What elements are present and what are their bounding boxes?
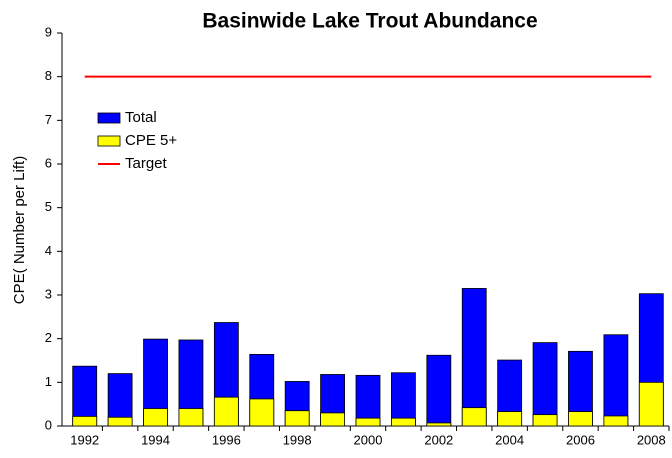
bar (213, 396, 239, 427)
bar (497, 411, 523, 427)
bar (426, 354, 452, 427)
y-tick-label: 5 (45, 199, 52, 214)
legend-label: CPE 5+ (125, 132, 177, 149)
bar (249, 398, 275, 427)
bar (72, 415, 98, 427)
bar (143, 408, 168, 427)
bar (355, 417, 381, 427)
bar (391, 417, 416, 427)
y-tick-label: 7 (45, 112, 52, 127)
y-tick-label: 1 (45, 374, 52, 389)
x-tick-label: 1996 (212, 432, 241, 447)
y-tick-label: 3 (45, 286, 52, 301)
x-tick-label: 1998 (283, 432, 312, 447)
y-tick-label: 9 (45, 24, 52, 39)
x-tick-label: 1994 (141, 432, 170, 447)
y-tick-label: 4 (45, 243, 52, 258)
bar (391, 372, 416, 427)
bar (355, 374, 381, 427)
x-tick-label: 2000 (354, 432, 383, 447)
bar (178, 408, 204, 427)
bar (284, 410, 310, 427)
bar (461, 407, 487, 427)
y-tick-label: 6 (45, 155, 52, 170)
bar (568, 411, 593, 427)
x-tick-label: 2004 (495, 432, 524, 447)
x-tick-label: 2002 (424, 432, 453, 447)
chart-title: Basinwide Lake Trout Abundance (202, 10, 537, 33)
bar (532, 342, 558, 427)
legend-swatch (97, 135, 121, 147)
bar (638, 381, 664, 427)
legend-label: Total (125, 109, 157, 126)
bar (461, 288, 487, 427)
bar (320, 412, 345, 427)
y-tick-label: 2 (45, 330, 52, 345)
y-axis-label: CPE( Number per Lift) (11, 156, 28, 304)
bar (107, 416, 133, 427)
x-tick-label: 2006 (566, 432, 595, 447)
bar (426, 422, 452, 427)
x-tick-label: 2008 (637, 432, 666, 447)
bar (603, 415, 629, 427)
bar (603, 334, 629, 427)
y-tick-label: 0 (45, 417, 52, 432)
x-tick-label: 1992 (70, 432, 99, 447)
legend-label: Target (125, 155, 168, 172)
y-tick-label: 8 (45, 68, 52, 83)
legend-swatch (97, 112, 121, 124)
bar (532, 414, 558, 427)
